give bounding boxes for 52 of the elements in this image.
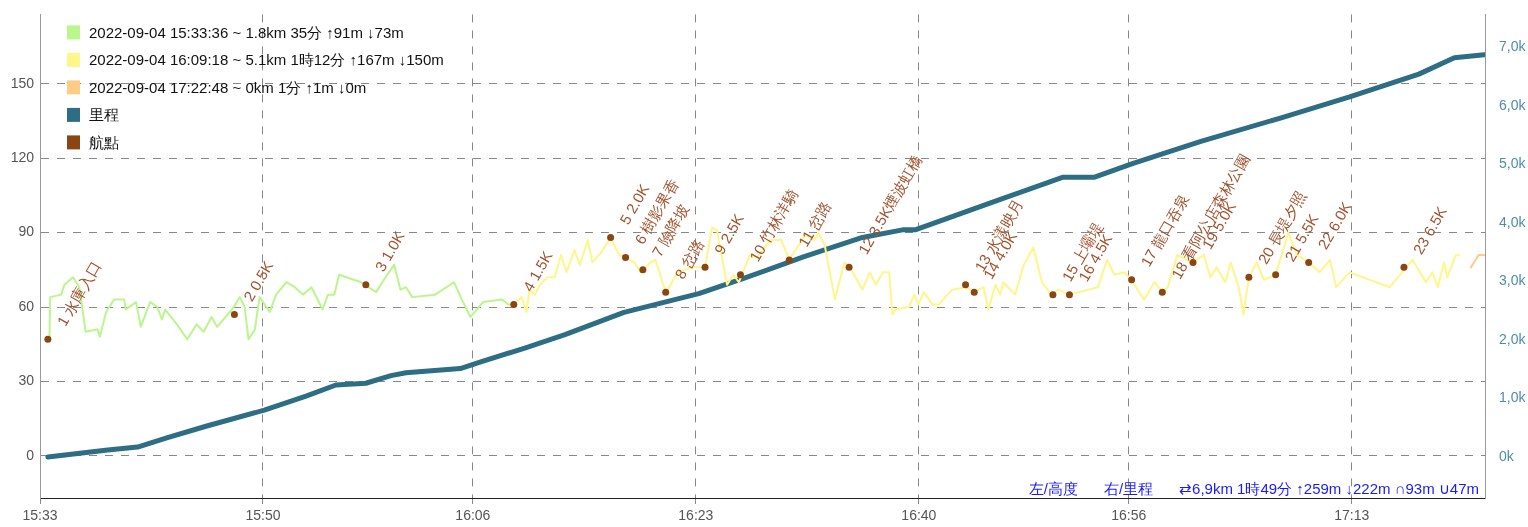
point — [845, 263, 853, 271]
point — [1400, 263, 1408, 271]
y-tick-label: 0 — [26, 446, 35, 463]
legend-label: 2022-09-04 16:09:18 ~ 5.1km 1時12分 ↑167m ↓150m — [89, 51, 444, 69]
y-tick-label: 60 — [18, 297, 35, 314]
point — [962, 281, 970, 289]
y-tick-label: 90 — [18, 223, 35, 240]
point — [1049, 291, 1057, 299]
point — [736, 271, 744, 279]
y2-tick-label: 6,0k — [1499, 96, 1527, 113]
point — [1305, 258, 1313, 266]
point — [1158, 288, 1166, 296]
x-tick-label: 17:13 — [1334, 507, 1370, 524]
x-tick-label: 15:50 — [245, 507, 281, 524]
y2-tick-label: 1,0k — [1499, 389, 1527, 406]
point — [44, 335, 52, 343]
point — [510, 301, 518, 309]
y2-tick-label: 7,0k — [1499, 38, 1527, 55]
y-tick-label: 30 — [18, 372, 35, 389]
annotation: ⇄6,9km 1時49分 ↑259m ↓222m ∩93m ∪47m — [1179, 480, 1479, 498]
point — [639, 266, 647, 274]
x-tick-label: 16:23 — [678, 507, 714, 524]
x-tick-label: 16:56 — [1111, 507, 1147, 524]
legend-label: 航點 — [89, 133, 119, 151]
x-tick-label: 15:33 — [22, 507, 58, 524]
y-tick-label: 150 — [10, 74, 35, 91]
annotation: 左/高度 — [1028, 480, 1078, 498]
point — [785, 256, 793, 264]
y2-tick-label: 4,0k — [1499, 213, 1527, 230]
x-tick-label: 16:40 — [901, 507, 937, 524]
y2-tick-label: 0k — [1499, 447, 1515, 464]
point — [1245, 273, 1253, 281]
y-tick-label: 120 — [10, 149, 35, 166]
y2-tick-label: 2,0k — [1499, 330, 1527, 347]
point — [701, 263, 709, 271]
legend-label: 里程 — [89, 106, 119, 124]
point — [1128, 276, 1136, 284]
point — [607, 234, 615, 242]
legend-label: 2022-09-04 15:33:36 ~ 1.8km 35分 ↑91m ↓73m — [89, 23, 404, 41]
y2-tick-label: 3,0k — [1499, 272, 1527, 289]
point — [970, 288, 978, 296]
point — [1272, 271, 1280, 279]
y2-tick-label: 5,0k — [1499, 155, 1527, 172]
point — [230, 310, 238, 318]
point — [662, 288, 670, 296]
legend-label: 2022-09-04 17:22:48 ~ 0km 1分 ↑1m ↓0m — [89, 78, 367, 96]
annotation: 1 水庫入口 — [53, 257, 105, 329]
point — [362, 281, 370, 289]
point — [622, 253, 630, 261]
point — [1065, 291, 1073, 299]
annotation: 右/里程 — [1103, 480, 1154, 498]
x-tick-label: 16:06 — [455, 507, 491, 524]
